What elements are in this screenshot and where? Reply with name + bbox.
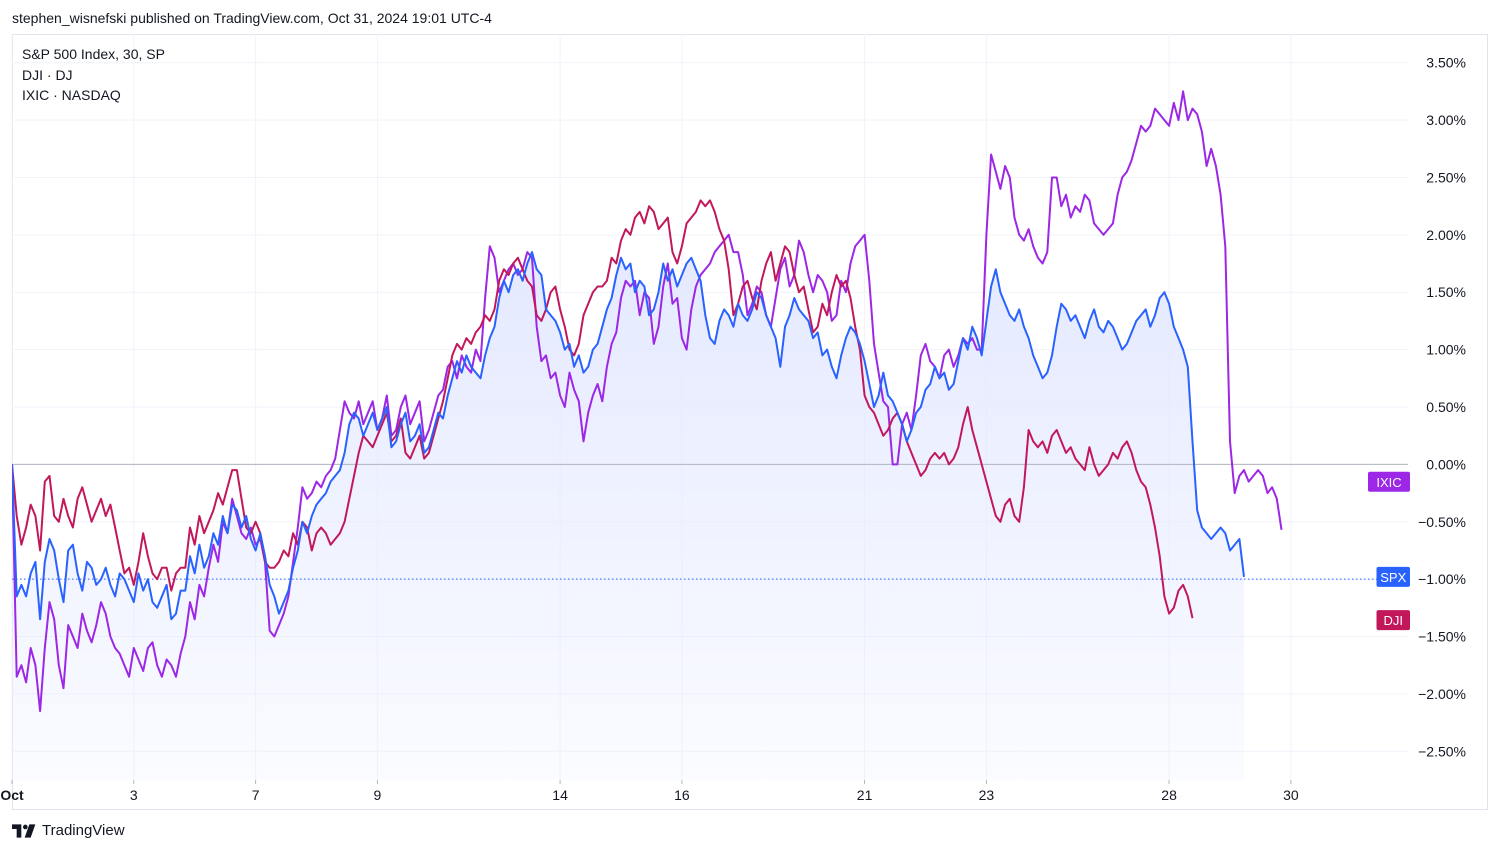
y-tick-label: −2.00%: [1418, 686, 1466, 702]
series-line-dji[interactable]: [12, 199, 1194, 619]
legend-item-spx[interactable]: S&P 500 Index, 30, SP: [22, 46, 165, 62]
y-tick-label: −1.50%: [1418, 629, 1466, 645]
y-axis: 3.50% 3.00% 2.50% 2.00% 1.50% 1.00% 0.50% 0.00%…: [1418, 55, 1466, 760]
y-tick-label: 0.00%: [1426, 456, 1466, 472]
series-tag-ixic: IXIC: [1368, 471, 1410, 492]
x-axis: Oct 3 7 9 14 16 21 23 28 30: [0, 780, 1299, 803]
y-tick-label: −1.00%: [1418, 571, 1466, 587]
x-tick-label: 3: [130, 787, 138, 803]
series-lines[interactable]: [12, 90, 1283, 713]
published-by-line: stephen_wisnefski published on TradingVi…: [12, 10, 492, 26]
y-tick-label: 2.00%: [1426, 227, 1466, 243]
y-tick-label: −0.50%: [1418, 514, 1466, 530]
brand-name: TradingView: [42, 822, 125, 839]
legend-item-ixic[interactable]: IXIC · NASDAQ: [22, 87, 121, 103]
series-tag-spx: SPX: [1376, 566, 1410, 587]
x-tick-label: 7: [252, 787, 260, 803]
y-tick-label: 1.00%: [1426, 342, 1466, 358]
x-tick-label: 28: [1161, 787, 1177, 803]
series-tag-dji: DJI: [1376, 610, 1410, 631]
series-tags: SPX DJI IXIC: [1368, 471, 1410, 631]
y-tick-label: 3.50%: [1426, 55, 1466, 71]
x-tick-label: 16: [674, 787, 690, 803]
y-tick-label: 1.50%: [1426, 284, 1466, 300]
reference-lines: [12, 463, 1408, 580]
x-tick-label: Oct: [0, 787, 24, 803]
svg-text:DJI: DJI: [1384, 613, 1404, 628]
svg-text:IXIC: IXIC: [1376, 475, 1401, 490]
spx-area-fill: [12, 252, 1245, 781]
y-tick-label: 3.00%: [1426, 112, 1466, 128]
x-tick-label: 21: [857, 787, 873, 803]
x-tick-label: 9: [373, 787, 381, 803]
tradingview-logo-icon: [12, 823, 36, 838]
legend-item-dji[interactable]: DJI · DJ: [22, 66, 73, 83]
y-tick-label: 2.50%: [1426, 169, 1466, 185]
y-tick-label: −2.50%: [1418, 743, 1466, 759]
x-tick-label: 30: [1283, 787, 1299, 803]
series-line-spx[interactable]: [12, 251, 1245, 621]
x-tick-label: 14: [552, 787, 568, 803]
legend: S&P 500 Index, 30, SP DJI · DJ IXIC · NA…: [22, 44, 165, 106]
spx-area: [12, 252, 1245, 781]
y-tick-label: 0.50%: [1426, 399, 1466, 415]
tradingview-logo[interactable]: TradingView: [12, 822, 125, 839]
x-tick-label: 23: [979, 787, 995, 803]
svg-text:SPX: SPX: [1380, 570, 1406, 585]
